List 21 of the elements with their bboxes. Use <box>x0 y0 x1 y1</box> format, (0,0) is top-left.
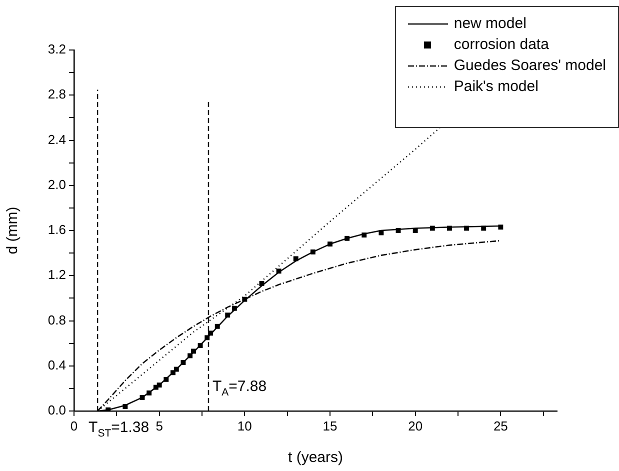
y-axis-title: d (mm) <box>4 206 22 254</box>
y-tick-label: 2.0 <box>48 176 66 192</box>
y-tick-label: 1.2 <box>48 267 66 282</box>
y-tick-label: 0.4 <box>48 357 66 372</box>
y-tick-label: 0.0 <box>48 402 66 418</box>
legend-label: Guedes Soares' model <box>454 57 606 74</box>
y-tick-label: 2.4 <box>48 132 66 147</box>
x-tick-label: 5 <box>156 418 163 434</box>
x-axis-title: t (years) <box>288 449 344 466</box>
y-tick-label: 1.6 <box>48 222 66 238</box>
y-tick-label: 0.8 <box>48 312 66 328</box>
x-tick-label: 25 <box>493 418 508 434</box>
x-tick-label: 20 <box>408 418 423 434</box>
legend-label: Paik's model <box>454 78 538 95</box>
y-tick-label: 2.8 <box>48 86 66 102</box>
x-tick-label: 0 <box>70 418 78 434</box>
legend-label: new model <box>454 15 526 32</box>
legend-label: corrosion data <box>454 36 549 53</box>
x-tick-label: 10 <box>237 418 252 434</box>
x-tick-label: 15 <box>322 418 338 434</box>
y-tick-label: 3.2 <box>48 42 66 57</box>
